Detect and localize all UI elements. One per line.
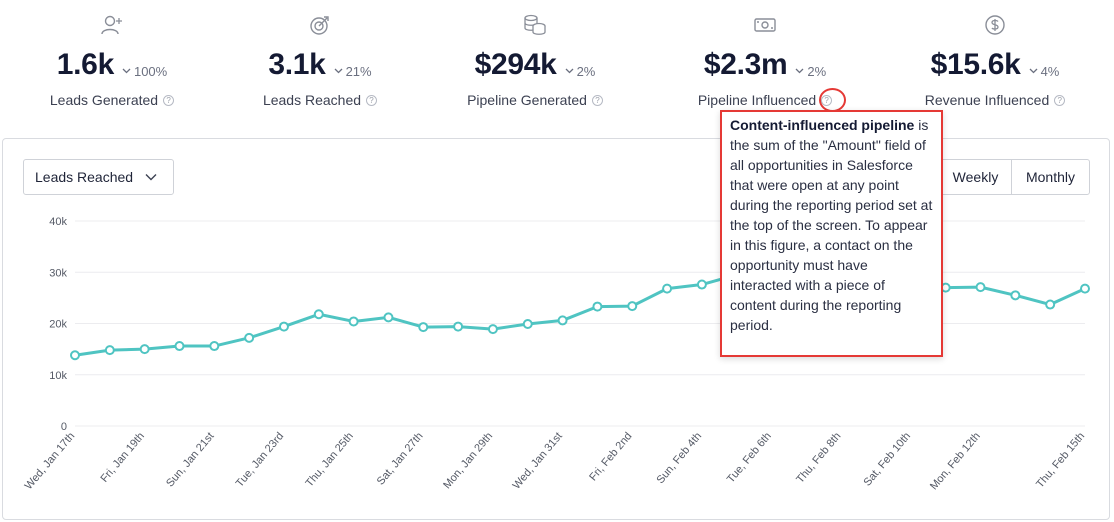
kpi-pipeline-influenced: $2.3m 2% Pipeline Influenced ? (675, 0, 855, 130)
kpi-leads-reached: 3.1k 21% Leads Reached ? (230, 0, 410, 130)
data-point (1080, 283, 1090, 294)
data-point (209, 341, 220, 352)
chevron-down-icon (1029, 68, 1038, 74)
kpi-leads-generated: 1.6k 100% Leads Generated ? (22, 0, 202, 130)
x-tick-label: Sun, Feb 4th (655, 430, 705, 486)
kpi-delta: 100% (122, 64, 167, 79)
data-point (348, 316, 359, 327)
kpi-label: Pipeline Generated (467, 92, 587, 108)
chevron-down-icon (795, 68, 804, 74)
monthly-button[interactable]: Monthly (1011, 159, 1090, 195)
money-bill-icon (754, 18, 776, 32)
kpi-delta-value: 100% (133, 63, 168, 79)
y-tick-label: 20k (49, 319, 67, 331)
chevron-down-icon (122, 68, 131, 74)
chart-card: Leads Reached Weekly Monthly 0 10k 20k 30k 4… (2, 138, 1110, 520)
pipeline-influenced-tooltip: Content-influenced pipeline is the sum o… (720, 110, 943, 357)
data-point (627, 301, 638, 312)
chevron-down-icon (565, 68, 574, 74)
y-tick-label: 10k (49, 370, 67, 382)
x-tick-label: Thu, Feb 8th (794, 430, 843, 485)
kpi-value: $294k (474, 48, 557, 81)
kpi-delta-value: 2% (576, 63, 596, 79)
kpi-delta: 2% (565, 63, 596, 79)
x-tick-label: Wed, Jan 31st (511, 430, 565, 491)
help-icon[interactable]: ? (163, 94, 175, 106)
dollar-circle-icon (985, 15, 1005, 35)
data-point (1045, 299, 1056, 310)
line-chart: 0 10k 20k 30k 40k Wed, Jan 17th Fri, Jan 19th S… (23, 216, 1090, 492)
kpi-value: $15.6k (930, 48, 1021, 81)
x-tick-label: Sat, Jan 27th (375, 430, 426, 487)
data-point (662, 283, 673, 294)
kpi-label: Revenue Influenced (924, 92, 1050, 108)
data-point (70, 350, 80, 361)
x-tick-label: Fri, Jan 19th (98, 430, 146, 485)
data-point (522, 319, 533, 330)
kpi-delta: 2% (795, 64, 826, 79)
data-point (383, 312, 394, 323)
kpi-value: 1.6k (56, 48, 115, 81)
data-point (278, 321, 289, 332)
data-point (104, 345, 115, 356)
help-icon[interactable]: ? (1054, 94, 1066, 106)
kpi-pipeline-generated: $294k 2% Pipeline Generated ? (445, 0, 625, 130)
coins-icon (524, 14, 546, 35)
data-point (313, 309, 324, 320)
kpi-revenue-influenced: $15.6k 4% Revenue Influenced ? (905, 0, 1085, 130)
data-point (557, 315, 568, 326)
metric-dropdown-label: Leads Reached (35, 169, 134, 185)
user-add-icon (101, 15, 122, 35)
data-point (592, 301, 603, 312)
data-point (975, 282, 986, 293)
weekly-button[interactable]: Weekly (939, 159, 1011, 195)
kpi-delta: 21% (334, 64, 372, 79)
x-tick-label: Thu, Feb 15th (1034, 430, 1087, 490)
data-point (487, 324, 498, 335)
target-icon (310, 16, 329, 35)
x-tick-label: Tue, Jan 23rd (234, 430, 287, 489)
kpi-delta-value: 2% (807, 63, 827, 79)
kpi-delta-value: 4% (1040, 63, 1060, 79)
kpi-delta: 4% (1029, 63, 1060, 79)
data-point (244, 332, 255, 343)
y-tick-label: 40k (49, 216, 67, 228)
highlight-circle (819, 88, 846, 112)
kpi-label: Leads Reached (262, 92, 362, 108)
x-tick-label: Sat, Feb 10th (862, 430, 914, 488)
y-tick-label: 30k (49, 267, 67, 279)
data-point (174, 341, 185, 352)
metric-dropdown[interactable]: Leads Reached (23, 159, 174, 195)
tooltip-body: is the sum of the "Amount" field of all … (730, 117, 933, 333)
x-tick-label: Mon, Jan 29th (441, 430, 495, 491)
kpi-label: Pipeline Influenced (697, 92, 817, 108)
x-tick-label: Wed, Jan 17th (23, 430, 78, 492)
data-point (1010, 290, 1021, 301)
help-icon[interactable]: ? (366, 94, 378, 106)
data-point (139, 344, 150, 355)
chevron-down-icon (334, 68, 343, 74)
kpi-delta-value: 21% (345, 63, 372, 79)
x-tick-label: Tue, Feb 6th (725, 430, 774, 485)
kpi-value: 3.1k (268, 48, 326, 81)
help-icon[interactable]: ? (591, 94, 603, 106)
tooltip-title: Content-influenced pipeline (730, 117, 915, 133)
y-tick-label: 0 (61, 421, 67, 433)
x-tick-label: Mon, Feb 12th (928, 430, 983, 492)
data-point (453, 321, 464, 332)
kpi-value: $2.3m (703, 48, 788, 81)
data-point (418, 322, 429, 333)
x-tick-label: Thu, Jan 25th (303, 430, 355, 489)
x-tick-label: Fri, Feb 2nd (587, 430, 634, 483)
x-tick-label: Sun, Jan 21st (164, 430, 216, 489)
chevron-down-icon (145, 174, 157, 181)
data-point (696, 279, 707, 290)
kpi-label: Leads Generated (49, 92, 159, 108)
